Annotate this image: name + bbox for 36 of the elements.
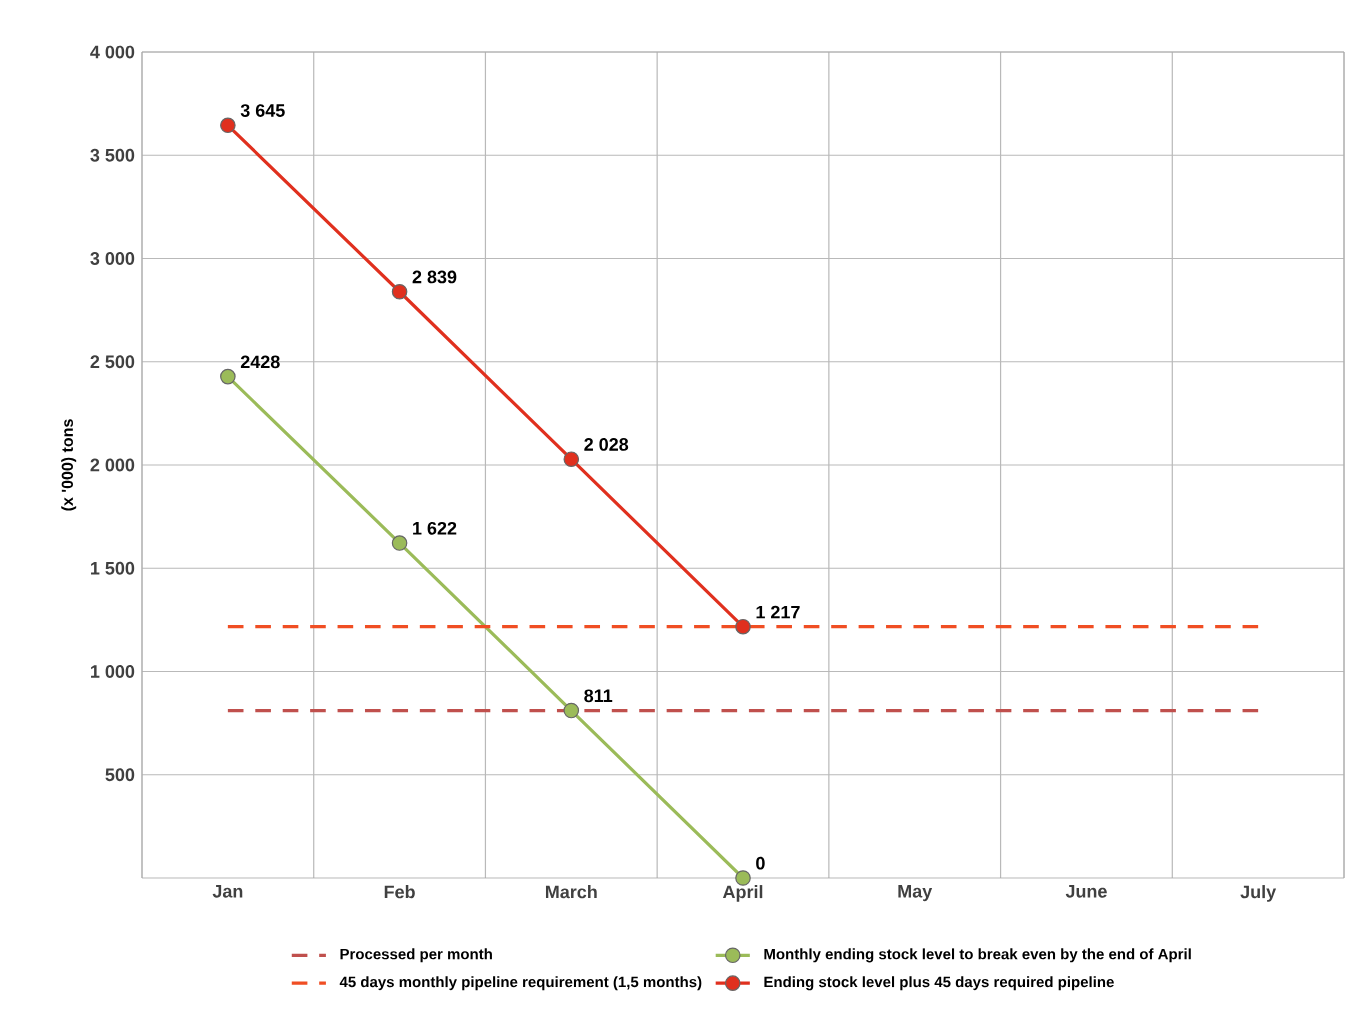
point <box>391 283 408 300</box>
point <box>563 702 580 719</box>
x-tick-label: May <box>898 885 933 902</box>
data-label: 2 028 <box>584 438 629 451</box>
data-label: 811 <box>584 689 613 703</box>
point <box>735 870 751 886</box>
x-tick-label: Feb <box>384 885 415 899</box>
data-label: 1 622 <box>413 521 457 535</box>
y-axis-title: (x '000) tons <box>61 419 77 511</box>
point <box>735 618 751 635</box>
legend-label: 45 days monthly pipeline requirement (1,5 months) <box>339 976 702 991</box>
data-label: 0 <box>756 856 765 870</box>
y-tick-label: 500 <box>105 768 135 782</box>
y-tick-label: 3 500 <box>90 148 135 162</box>
point <box>220 368 236 385</box>
x-tick-label: July <box>1240 885 1277 902</box>
point <box>220 117 236 134</box>
y-tick-label: 1 500 <box>91 561 135 575</box>
y-tick-label: 2 500 <box>90 355 135 369</box>
data-label: 2 839 <box>412 270 457 284</box>
y-tick-label: 1 000 <box>91 665 135 678</box>
y-tick-label: 2 000 <box>90 458 135 472</box>
x-tick-label: March <box>545 885 597 899</box>
data-label: 3 645 <box>240 104 285 117</box>
y-tick-label: 3 000 <box>90 252 135 265</box>
x-tick-label: April <box>722 885 763 902</box>
legend-label: Monthly ending stock level to break even by the end of April <box>764 948 1191 963</box>
legend-label: Ending stock level plus 45 days required pipeline <box>764 976 1114 991</box>
x-tick-label: Jan <box>212 885 243 898</box>
data-label: 1 217 <box>756 605 800 619</box>
legend-label: Processed per month <box>340 948 492 963</box>
y-tick-label: 4 000 <box>90 45 135 59</box>
data-label: 2428 <box>240 355 280 369</box>
x-tick-label: June <box>1065 885 1107 898</box>
point <box>391 535 408 551</box>
point <box>563 451 580 468</box>
